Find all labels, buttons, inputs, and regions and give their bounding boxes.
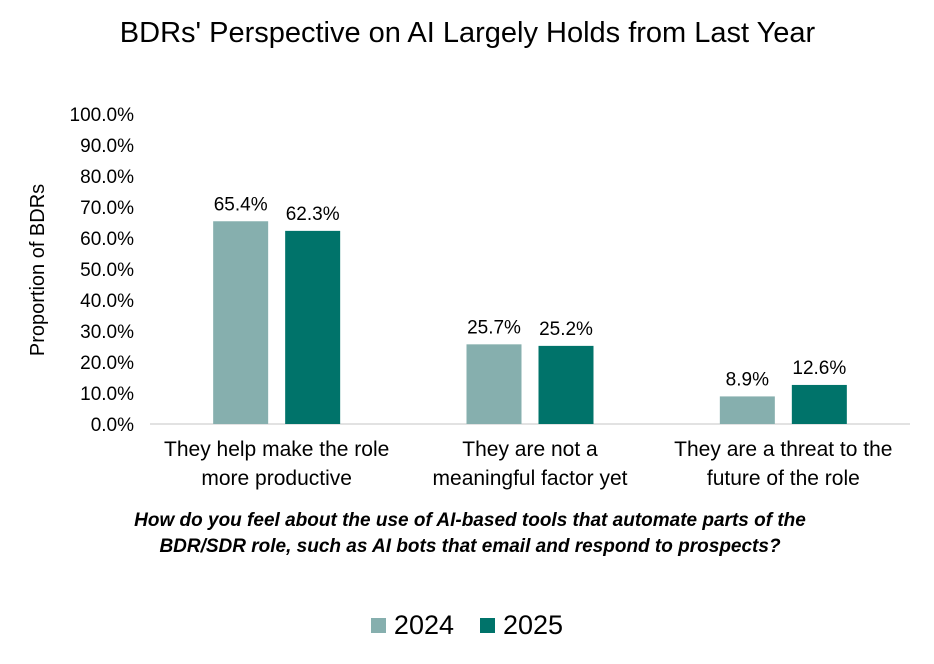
chart-title: BDRs' Perspective on AI Largely Holds fr… [119, 17, 816, 49]
legend-item: 2024 [370, 610, 454, 641]
legend-swatch [480, 618, 495, 633]
data-label: 65.4% [214, 194, 268, 215]
data-label: 12.6% [792, 358, 846, 379]
x-axis-title: How do you feel about the use of AI-base… [134, 510, 806, 557]
bar-2025 [285, 230, 341, 424]
bar-2025 [538, 345, 594, 424]
bar-2024 [213, 221, 269, 424]
y-tick-label: 0.0% [91, 415, 134, 436]
data-label: 25.2% [539, 319, 593, 340]
y-axis-title: Proportion of BDRs [27, 184, 49, 356]
y-tick-label: 80.0% [80, 167, 134, 188]
bar-2024 [466, 344, 522, 424]
legend-item: 2025 [480, 610, 563, 641]
y-tick-label: 70.0% [80, 198, 134, 219]
data-label: 25.7% [467, 317, 521, 338]
y-tick-label: 60.0% [80, 229, 134, 250]
bar-2024 [719, 396, 775, 424]
legend-label: 2024 [393, 610, 454, 640]
x-tick-label: They are not a meaningful factor yet [433, 438, 628, 490]
legend-swatch [370, 618, 386, 633]
x-tick-label: They are a threat to the future of the ro… [674, 438, 892, 490]
y-tick-label: 10.0% [80, 384, 134, 405]
y-tick-label: 100.0% [70, 105, 135, 126]
y-tick-label: 50.0% [80, 260, 134, 281]
legend: 2024 2025 [0, 610, 934, 641]
data-label: 62.3% [286, 204, 340, 225]
y-tick-label: 90.0% [80, 136, 134, 157]
legend-label: 2025 [503, 610, 564, 640]
y-tick-label: 30.0% [80, 322, 134, 343]
y-tick-label: 40.0% [80, 291, 134, 312]
x-tick-label: They help make the role more productive [164, 438, 389, 490]
data-label: 8.9% [726, 369, 769, 390]
y-tick-label: 20.0% [80, 353, 134, 374]
bar-2025 [791, 384, 847, 424]
